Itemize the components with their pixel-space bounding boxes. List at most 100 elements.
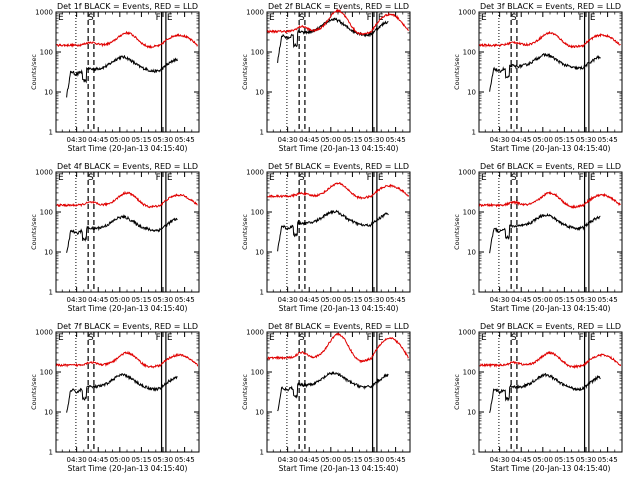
y-tick-label: 1: [49, 289, 53, 297]
y-tick-label: 100: [40, 369, 53, 377]
flare-marker-label: F: [156, 13, 161, 23]
saa-marker-label: S: [299, 333, 305, 343]
x-tick-label: 05:30: [153, 296, 173, 304]
saa-marker-label: S: [88, 173, 94, 183]
panel-title: Det 9f BLACK = Events, RED = LLD: [480, 322, 621, 331]
x-tick-label: 04:45: [299, 136, 319, 144]
eclipse-end-marker-label: E: [167, 333, 173, 343]
y-axis-label: Counts/sec: [30, 214, 38, 250]
y-axis-label: Counts/sec: [241, 374, 249, 410]
lld-series-line: [56, 350, 199, 369]
flare-marker-label: F: [367, 333, 372, 343]
flare-marker-label: F: [367, 13, 372, 23]
x-tick-label: 04:30: [67, 456, 87, 464]
x-tick-label: 05:45: [386, 456, 406, 464]
eclipse-marker-label: E: [481, 333, 487, 343]
x-tick-label: 05:45: [175, 456, 195, 464]
y-tick-label: 1000: [246, 329, 264, 337]
panel-title: Det 3f BLACK = Events, RED = LLD: [480, 2, 621, 11]
y-axis-label: Counts/sec: [453, 54, 461, 90]
y-tick-label: 10: [255, 89, 264, 97]
y-tick-label: 1000: [35, 169, 53, 177]
x-tick-label: 04:45: [511, 456, 531, 464]
y-axis-label: Counts/sec: [453, 374, 461, 410]
eclipse-marker-label: E: [481, 13, 487, 23]
eclipse-marker-label: E: [269, 13, 275, 23]
y-tick-label: 1000: [458, 9, 476, 17]
events-series-line: [489, 372, 601, 414]
x-tick-label: 05:15: [342, 456, 362, 464]
lld-series-line: [267, 8, 410, 36]
y-tick-label: 1000: [246, 9, 264, 17]
y-tick-label: 1: [472, 449, 476, 457]
x-axis-label: Start Time (20-Jan-13 04:15:40): [68, 304, 188, 313]
x-tick-label: 05:30: [364, 456, 384, 464]
y-tick-label: 1000: [458, 329, 476, 337]
panel-det-6f: Det 6f BLACK = Events, RED = LLD 1 10 100 10…: [453, 162, 623, 313]
x-tick-label: 05:00: [110, 136, 130, 144]
y-tick-label: 1: [260, 129, 264, 137]
y-tick-label: 10: [255, 249, 264, 257]
x-axis-label: Start Time (20-Jan-13 04:15:40): [491, 304, 611, 313]
x-tick-label: 05:45: [386, 136, 406, 144]
x-tick-label: 05:00: [321, 136, 341, 144]
y-tick-label: 10: [467, 249, 476, 257]
x-tick-label: 04:30: [67, 136, 87, 144]
x-tick-label: 04:30: [490, 456, 510, 464]
lld-series-line: [56, 190, 198, 209]
x-tick-label: 04:30: [67, 296, 87, 304]
x-tick-label: 05:45: [598, 296, 618, 304]
x-tick-label: 04:45: [511, 136, 531, 144]
y-axis-label: Counts/sec: [241, 54, 249, 90]
y-axis-label: Counts/sec: [30, 374, 38, 410]
plot-frame: [55, 331, 200, 453]
lld-series-line: [479, 30, 621, 49]
x-tick-label: 05:15: [342, 296, 362, 304]
y-axis-label: Counts/sec: [453, 214, 461, 250]
y-tick-label: 10: [467, 89, 476, 97]
x-tick-label: 04:45: [88, 456, 108, 464]
saa-marker-label: S: [299, 13, 305, 23]
x-tick-label: 05:45: [175, 136, 195, 144]
lld-series-line: [267, 182, 410, 200]
x-tick-label: 04:45: [88, 136, 108, 144]
panel-det-1f: Det 1f BLACK = Events, RED = LLD 1 10 100 10…: [30, 2, 200, 153]
y-tick-label: 1000: [35, 329, 53, 337]
x-axis-label: Start Time (20-Jan-13 04:15:40): [279, 144, 399, 153]
x-axis-label: Start Time (20-Jan-13 04:15:40): [279, 304, 399, 313]
x-tick-label: 05:00: [321, 456, 341, 464]
eclipse-end-marker-label: E: [590, 333, 596, 343]
x-tick-label: 04:45: [299, 296, 319, 304]
y-tick-label: 100: [251, 209, 264, 217]
panel-title: Det 2f BLACK = Events, RED = LLD: [268, 2, 409, 11]
plot-frame: [478, 11, 623, 133]
panel-title: Det 4f BLACK = Events, RED = LLD: [57, 162, 198, 171]
x-tick-label: 05:45: [598, 136, 618, 144]
y-tick-label: 1000: [246, 169, 264, 177]
x-tick-label: 04:30: [490, 296, 510, 304]
eclipse-end-marker-label: E: [167, 13, 173, 23]
panel-title: Det 1f BLACK = Events, RED = LLD: [57, 2, 198, 11]
events-series-line: [66, 213, 178, 253]
y-tick-label: 1000: [35, 9, 53, 17]
plot-frame: [266, 331, 411, 453]
events-series-line: [489, 212, 601, 254]
plot-frame: [478, 171, 623, 293]
x-tick-label: 05:30: [364, 136, 384, 144]
x-tick-label: 05:45: [175, 296, 195, 304]
y-tick-label: 1000: [458, 169, 476, 177]
x-axis-label: Start Time (20-Jan-13 04:15:40): [68, 464, 188, 473]
y-axis-label: Counts/sec: [241, 214, 249, 250]
lld-series-line: [56, 30, 199, 49]
x-tick-label: 05:15: [131, 456, 151, 464]
x-tick-label: 05:00: [110, 456, 130, 464]
panel-det-5f: Det 5f BLACK = Events, RED = LLD 1 10 100 10…: [241, 162, 411, 313]
y-tick-label: 10: [44, 249, 53, 257]
eclipse-end-marker-label: E: [378, 333, 384, 343]
flare-marker-label: F: [156, 173, 161, 183]
eclipse-end-marker-label: E: [590, 173, 596, 183]
saa-marker-label: S: [511, 173, 517, 183]
x-tick-label: 05:30: [364, 296, 384, 304]
y-tick-label: 10: [467, 409, 476, 417]
